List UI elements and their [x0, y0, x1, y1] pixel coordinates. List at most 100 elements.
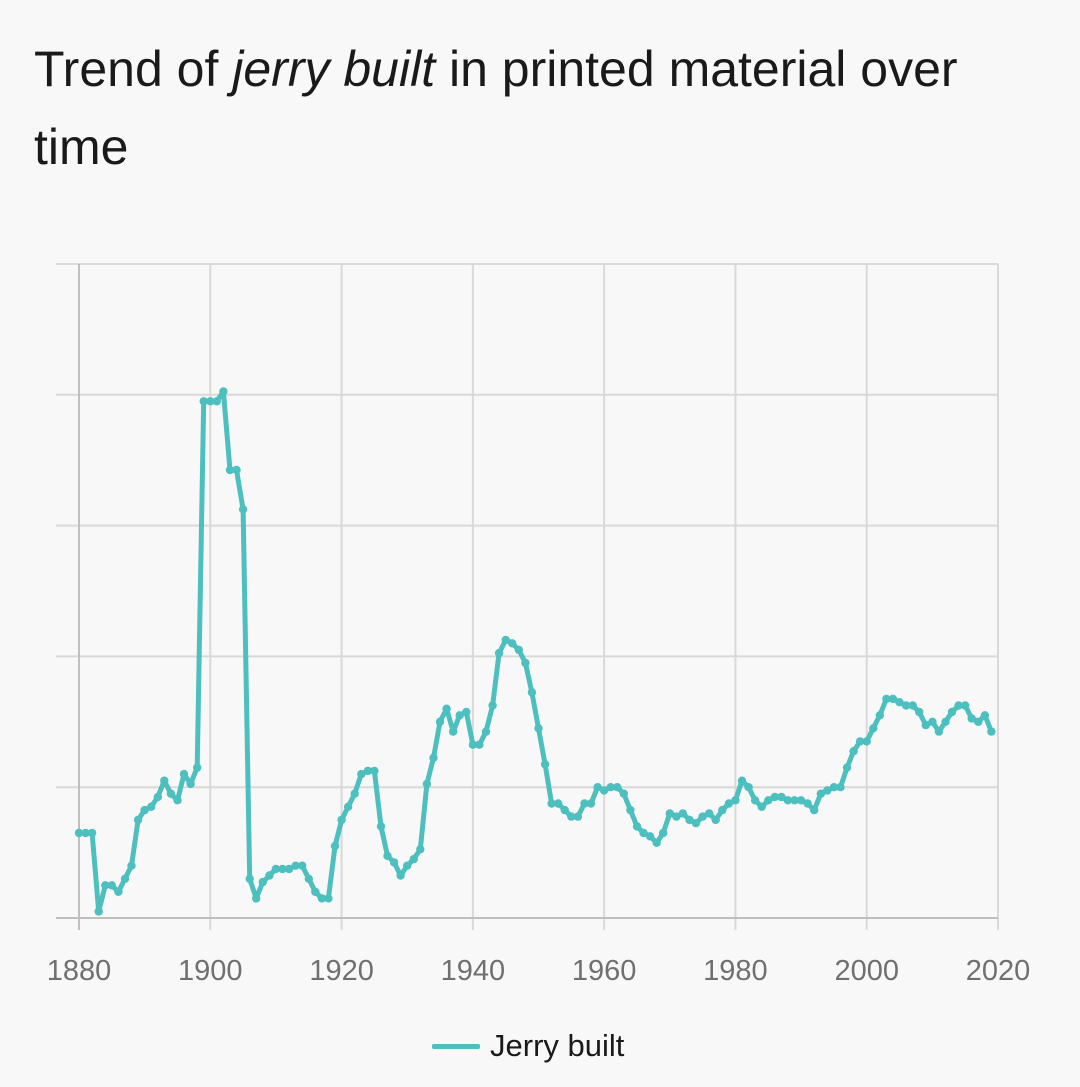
data-point [357, 769, 366, 779]
x-tick-label: 1940 [441, 955, 506, 987]
data-point [193, 763, 202, 772]
data-point [199, 397, 208, 406]
title-prefix: Trend of [34, 41, 233, 97]
data-point [494, 648, 504, 658]
data-point [862, 737, 871, 746]
data-point [166, 789, 176, 798]
data-point [127, 861, 136, 870]
title-term: jerry built [232, 41, 436, 97]
series-layer [74, 387, 996, 916]
data-point [396, 871, 405, 880]
data-point [705, 809, 714, 818]
data-point [376, 822, 386, 831]
x-axis-ticks: 1880 1900 1920 1940 1960 1980 2000 2020 [47, 955, 1031, 987]
data-point [173, 796, 182, 805]
data-point [429, 753, 438, 762]
data-point [87, 828, 97, 838]
data-point [606, 783, 615, 792]
data-point [330, 841, 340, 851]
data-point [718, 805, 727, 815]
data-point [632, 822, 642, 831]
series-line-jerry-built [76, 389, 994, 914]
data-point [350, 789, 359, 798]
data-point [783, 796, 793, 805]
series-points-jerry-built [74, 387, 996, 916]
data-point [724, 799, 734, 808]
data-point [298, 861, 307, 870]
data-point [599, 786, 609, 795]
data-point [895, 698, 904, 707]
x-tick-label: 1960 [572, 955, 637, 987]
legend-label-jerry-built: Jerry built [490, 1028, 625, 1063]
data-point [672, 812, 681, 821]
data-point [849, 747, 858, 756]
data-point [823, 786, 832, 795]
chart-grid [56, 263, 999, 930]
data-point [803, 799, 812, 808]
data-point [580, 799, 589, 808]
data-point [731, 796, 740, 805]
data-point [659, 828, 668, 838]
data-point [409, 854, 418, 864]
data-point [94, 907, 103, 916]
data-point [908, 701, 917, 710]
data-point [389, 858, 399, 867]
x-tick-label: 1880 [47, 955, 112, 987]
data-point [711, 815, 720, 825]
data-point [481, 727, 491, 736]
data-point [521, 658, 530, 668]
data-point [416, 845, 425, 854]
legend-swatch-jerry-built [432, 1043, 480, 1049]
data-point [639, 828, 648, 838]
data-point [980, 711, 990, 720]
data-point [829, 783, 839, 792]
data-point [311, 887, 320, 896]
data-point [947, 707, 957, 717]
data-point [921, 720, 930, 730]
data-point [74, 828, 84, 838]
x-tick-label: 2020 [966, 955, 1031, 987]
data-point [987, 727, 996, 736]
data-point [219, 387, 228, 396]
x-tick-label: 1900 [178, 955, 243, 987]
data-point [232, 465, 241, 475]
data-point [133, 815, 143, 825]
data-point [324, 894, 333, 903]
data-point [179, 769, 189, 779]
data-point [928, 717, 937, 726]
data-point [101, 881, 110, 890]
data-point [665, 809, 674, 818]
data-point [258, 877, 267, 887]
data-point [252, 894, 261, 903]
chart-legend: Jerry built [432, 1026, 624, 1066]
data-point [501, 635, 510, 645]
data-point [265, 871, 274, 880]
data-point [750, 796, 760, 805]
data-point [534, 724, 543, 733]
data-point [114, 887, 123, 896]
x-tick-label: 1920 [309, 955, 374, 987]
data-point [934, 727, 944, 736]
data-point [343, 802, 353, 811]
data-point [527, 688, 537, 697]
line-chart: 1880 1900 1920 1940 1960 1980 2000 2020 [47, 263, 1031, 987]
data-point [777, 792, 786, 802]
data-point [855, 737, 865, 746]
data-point [475, 740, 484, 749]
chart-title: Trend of jerry built in printed material… [34, 30, 1054, 186]
data-point [435, 717, 445, 726]
data-point [160, 776, 169, 785]
data-point [442, 704, 451, 713]
data-point [317, 894, 327, 903]
data-point [547, 799, 556, 808]
data-point [271, 864, 281, 874]
data-point [147, 802, 156, 811]
data-point [737, 776, 747, 785]
data-point [941, 717, 950, 726]
data-point [514, 645, 523, 655]
data-point [744, 783, 753, 792]
data-point [120, 874, 130, 883]
data-point [278, 864, 287, 874]
data-point [383, 851, 392, 861]
data-point [613, 783, 622, 792]
